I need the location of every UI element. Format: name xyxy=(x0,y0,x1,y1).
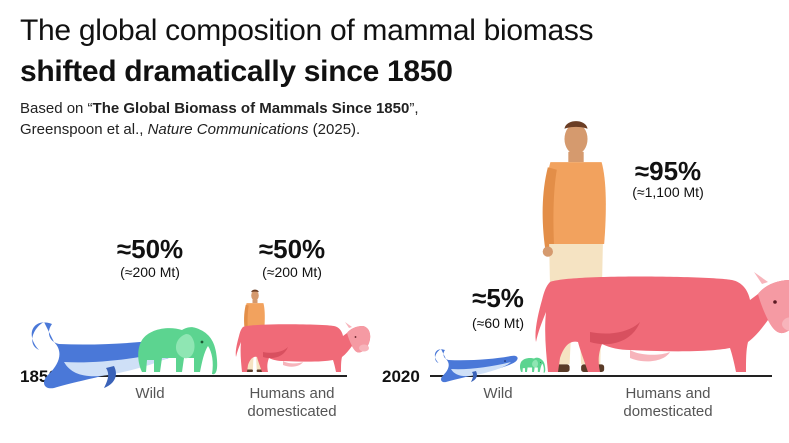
chart-title-line2: shifted dramatically since 1850 xyxy=(20,55,453,88)
panel-2020: 2020 xyxy=(382,121,789,386)
category-label-2020-humans-and-domesticated: domesticated xyxy=(623,403,712,420)
category-label-1850-humans-and-domesticated: domesticated xyxy=(247,403,336,420)
source-line2: Greenspoon et al., Nature Communications… xyxy=(20,121,360,138)
elephant-icon xyxy=(519,357,546,373)
source-line1: Based on “The Global Biomass of Mammals … xyxy=(20,100,419,117)
category-label-1850-humans-and-domesticated: Humans and xyxy=(249,385,334,402)
panel-1850: 1850 xyxy=(20,289,371,389)
biomass-label-2020-humans-and-domesticated: (≈1,100 Mt) xyxy=(632,184,703,200)
category-label-2020-humans-and-domesticated: Humans and xyxy=(625,385,710,402)
source-prefix: Based on “ xyxy=(20,100,93,117)
source-year: (2025). xyxy=(308,121,361,138)
chart-title-line1: The global composition of mammal biomass xyxy=(20,14,594,47)
year-label-2020: 2020 xyxy=(382,367,420,386)
share-label-1850-humans-and-domesticated: ≈50% xyxy=(259,234,325,264)
share-label-2020-humans-and-domesticated: ≈95% xyxy=(635,156,701,186)
cow-icon xyxy=(235,322,371,372)
biomass-label-2020-wild: (≈60 Mt) xyxy=(472,315,524,331)
category-label-1850-wild: Wild xyxy=(135,385,164,402)
source-paper-title: The Global Biomass of Mammals Since 1850 xyxy=(92,100,410,117)
biomass-label-1850-humans-and-domesticated: (≈200 Mt) xyxy=(262,264,322,280)
biomass-label-1850-wild: (≈200 Mt) xyxy=(120,264,180,280)
share-label-1850-wild: ≈50% xyxy=(117,234,183,264)
cow-icon xyxy=(535,272,789,372)
whale-icon xyxy=(434,349,518,383)
source-suffix: ”, xyxy=(409,100,419,117)
source-journal: Nature Communications xyxy=(147,121,309,138)
data-labels: ≈50%(≈200 Mt)Wild≈50%(≈200 Mt)Humans and… xyxy=(117,156,713,420)
category-label-2020-wild: Wild xyxy=(483,385,512,402)
share-label-2020-wild: ≈5% xyxy=(472,283,524,313)
elephant-icon xyxy=(138,327,218,375)
source-authors: Greenspoon et al., xyxy=(20,121,148,138)
